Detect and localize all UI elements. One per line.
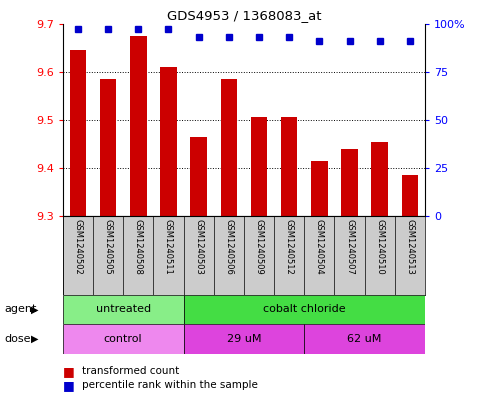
Text: GSM1240505: GSM1240505 [103,219,113,274]
Bar [160,67,177,216]
Text: GSM1240511: GSM1240511 [164,219,173,274]
Bar [281,118,298,216]
Text: 62 uM: 62 uM [347,334,382,344]
Text: GSM1240508: GSM1240508 [134,219,143,274]
Text: dose: dose [5,334,31,344]
Title: GDS4953 / 1368083_at: GDS4953 / 1368083_at [167,9,321,22]
Bar [184,295,425,324]
Bar [311,161,327,216]
Bar [130,36,146,216]
Text: GSM1240506: GSM1240506 [224,219,233,274]
Bar [184,324,304,354]
Text: ■: ■ [63,365,74,378]
Text: GSM1240507: GSM1240507 [345,219,354,274]
Text: GSM1240512: GSM1240512 [284,219,294,274]
Text: ▶: ▶ [31,334,39,344]
Text: 29 uM: 29 uM [227,334,261,344]
Bar [190,137,207,216]
Bar [371,141,388,216]
Text: GSM1240502: GSM1240502 [73,219,83,274]
Bar [251,118,267,216]
Text: transformed count: transformed count [82,366,179,376]
Text: ▶: ▶ [31,305,39,314]
Bar [63,324,184,354]
Bar [304,324,425,354]
Text: agent: agent [5,305,37,314]
Text: GSM1240503: GSM1240503 [194,219,203,274]
Bar [221,79,237,216]
Bar [63,295,184,324]
Text: untreated: untreated [96,305,151,314]
Text: percentile rank within the sample: percentile rank within the sample [82,380,258,390]
Bar [402,175,418,216]
Text: GSM1240509: GSM1240509 [255,219,264,274]
Text: GSM1240504: GSM1240504 [315,219,324,274]
Text: GSM1240510: GSM1240510 [375,219,384,274]
Bar [70,50,86,216]
Text: cobalt chloride: cobalt chloride [263,305,346,314]
Text: GSM1240513: GSM1240513 [405,219,414,274]
Bar [100,79,116,216]
Bar [341,149,358,216]
Text: ■: ■ [63,378,74,392]
Text: control: control [104,334,142,344]
